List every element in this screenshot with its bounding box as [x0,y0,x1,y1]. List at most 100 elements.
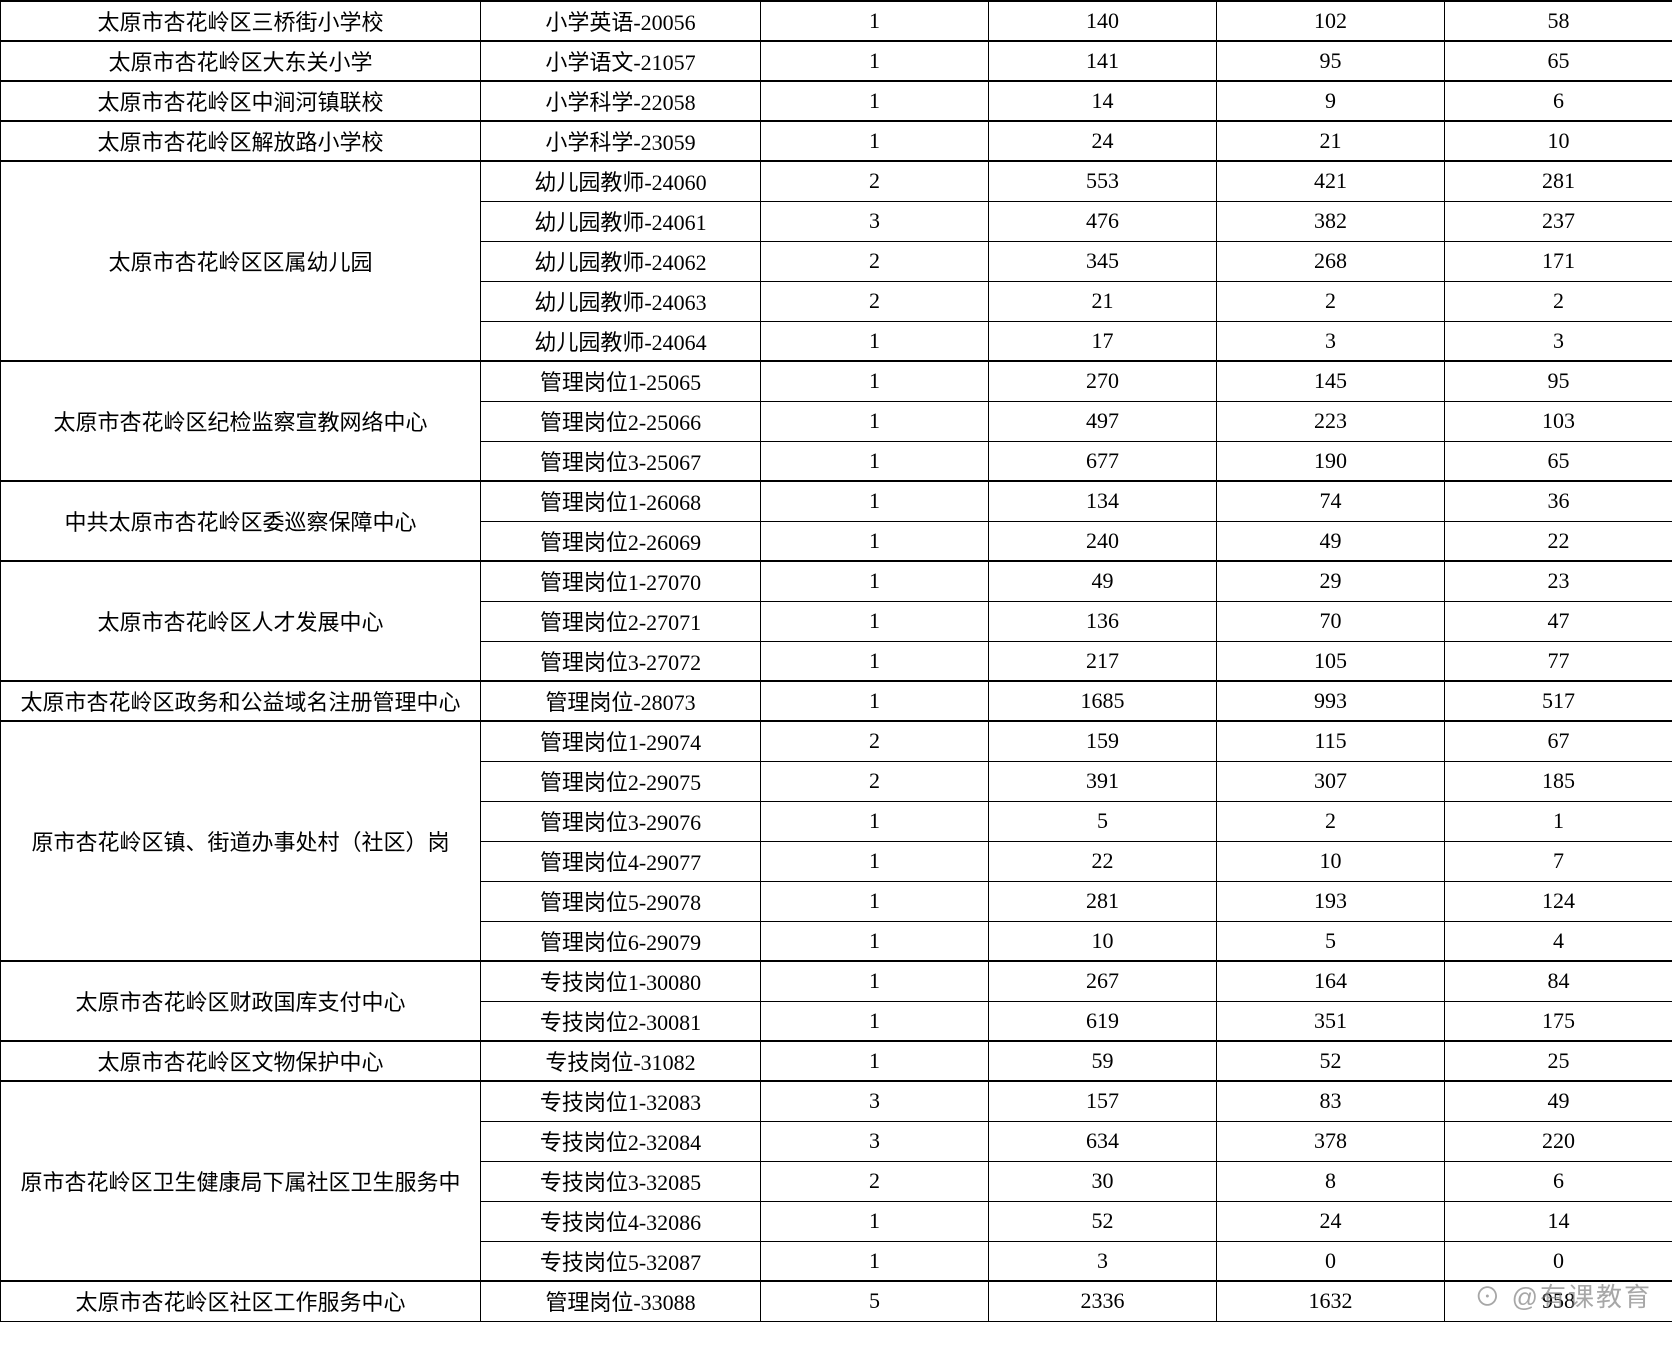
n1-cell: 5 [761,1281,989,1321]
n2-cell: 59 [989,1041,1217,1081]
n2-cell: 391 [989,761,1217,801]
n1-cell: 1 [761,641,989,681]
n4-cell: 2 [1445,281,1672,321]
n3-cell: 83 [1217,1081,1445,1121]
n1-cell: 2 [761,721,989,761]
n3-cell: 21 [1217,121,1445,161]
position-cell: 专技岗位4-32086 [481,1201,761,1241]
n2-cell: 141 [989,41,1217,81]
n2-cell: 52 [989,1201,1217,1241]
position-cell: 幼儿园教师-24061 [481,201,761,241]
position-cell: 专技岗位2-30081 [481,1001,761,1041]
table-row: 太原市杏花岭区人才发展中心管理岗位1-270701492923 [1,561,1672,601]
n1-cell: 1 [761,681,989,721]
n4-cell: 958 [1445,1281,1672,1321]
position-cell: 管理岗位3-29076 [481,801,761,841]
position-cell: 专技岗位3-32085 [481,1161,761,1201]
n4-cell: 14 [1445,1201,1672,1241]
n3-cell: 29 [1217,561,1445,601]
n3-cell: 1632 [1217,1281,1445,1321]
table-row: 原市杏花岭区镇、街道办事处村（社区）岗管理岗位1-29074215911567 [1,721,1672,761]
position-cell: 管理岗位5-29078 [481,881,761,921]
position-cell: 幼儿园教师-24063 [481,281,761,321]
n2-cell: 21 [989,281,1217,321]
n3-cell: 307 [1217,761,1445,801]
table-row: 太原市杏花岭区社区工作服务中心管理岗位-33088523361632958 [1,1281,1672,1321]
n3-cell: 145 [1217,361,1445,401]
position-cell: 小学科学-22058 [481,81,761,121]
n2-cell: 49 [989,561,1217,601]
n2-cell: 10 [989,921,1217,961]
n4-cell: 36 [1445,481,1672,521]
n2-cell: 14 [989,81,1217,121]
org-cell: 太原市杏花岭区区属幼儿园 [1,161,481,361]
org-cell: 太原市杏花岭区文物保护中心 [1,1041,481,1081]
n3-cell: 351 [1217,1001,1445,1041]
n1-cell: 3 [761,201,989,241]
n3-cell: 9 [1217,81,1445,121]
n4-cell: 7 [1445,841,1672,881]
n4-cell: 95 [1445,361,1672,401]
position-cell: 管理岗位2-27071 [481,601,761,641]
position-cell: 管理岗位3-27072 [481,641,761,681]
n1-cell: 1 [761,521,989,561]
org-cell: 中共太原市杏花岭区委巡察保障中心 [1,481,481,561]
n2-cell: 270 [989,361,1217,401]
n2-cell: 140 [989,1,1217,41]
n4-cell: 58 [1445,1,1672,41]
n4-cell: 185 [1445,761,1672,801]
n3-cell: 8 [1217,1161,1445,1201]
org-cell: 太原市杏花岭区政务和公益域名注册管理中心 [1,681,481,721]
org-cell: 太原市杏花岭区中涧河镇联校 [1,81,481,121]
position-cell: 专技岗位1-32083 [481,1081,761,1121]
n4-cell: 49 [1445,1081,1672,1121]
table-row: 太原市杏花岭区政务和公益域名注册管理中心管理岗位-280731168599351… [1,681,1672,721]
n1-cell: 1 [761,321,989,361]
n4-cell: 3 [1445,321,1672,361]
n2-cell: 634 [989,1121,1217,1161]
n1-cell: 3 [761,1121,989,1161]
n3-cell: 223 [1217,401,1445,441]
table-row: 太原市杏花岭区区属幼儿园幼儿园教师-240602553421281 [1,161,1672,201]
n3-cell: 2 [1217,801,1445,841]
n2-cell: 159 [989,721,1217,761]
n4-cell: 65 [1445,41,1672,81]
n3-cell: 378 [1217,1121,1445,1161]
n4-cell: 10 [1445,121,1672,161]
n2-cell: 476 [989,201,1217,241]
n2-cell: 136 [989,601,1217,641]
n2-cell: 134 [989,481,1217,521]
n2-cell: 677 [989,441,1217,481]
n1-cell: 2 [761,761,989,801]
position-cell: 专技岗位2-32084 [481,1121,761,1161]
n2-cell: 30 [989,1161,1217,1201]
n4-cell: 237 [1445,201,1672,241]
position-cell: 管理岗位2-25066 [481,401,761,441]
n4-cell: 4 [1445,921,1672,961]
n4-cell: 47 [1445,601,1672,641]
n4-cell: 67 [1445,721,1672,761]
n4-cell: 281 [1445,161,1672,201]
table-row: 太原市杏花岭区三桥街小学校小学英语-20056114010258 [1,1,1672,41]
n3-cell: 2 [1217,281,1445,321]
table-row: 太原市杏花岭区大东关小学小学语文-2105711419565 [1,41,1672,81]
n1-cell: 2 [761,1161,989,1201]
org-cell: 太原市杏花岭区三桥街小学校 [1,1,481,41]
n2-cell: 24 [989,121,1217,161]
n3-cell: 164 [1217,961,1445,1001]
org-cell: 太原市杏花岭区社区工作服务中心 [1,1281,481,1321]
n1-cell: 1 [761,481,989,521]
n1-cell: 1 [761,1,989,41]
position-cell: 小学语文-21057 [481,41,761,81]
n3-cell: 70 [1217,601,1445,641]
n4-cell: 517 [1445,681,1672,721]
org-cell: 太原市杏花岭区纪检监察宣教网络中心 [1,361,481,481]
n3-cell: 49 [1217,521,1445,561]
position-cell: 幼儿园教师-24060 [481,161,761,201]
n4-cell: 25 [1445,1041,1672,1081]
n1-cell: 1 [761,441,989,481]
position-cell: 管理岗位1-27070 [481,561,761,601]
n2-cell: 1685 [989,681,1217,721]
n1-cell: 1 [761,361,989,401]
org-cell: 太原市杏花岭区财政国库支付中心 [1,961,481,1041]
